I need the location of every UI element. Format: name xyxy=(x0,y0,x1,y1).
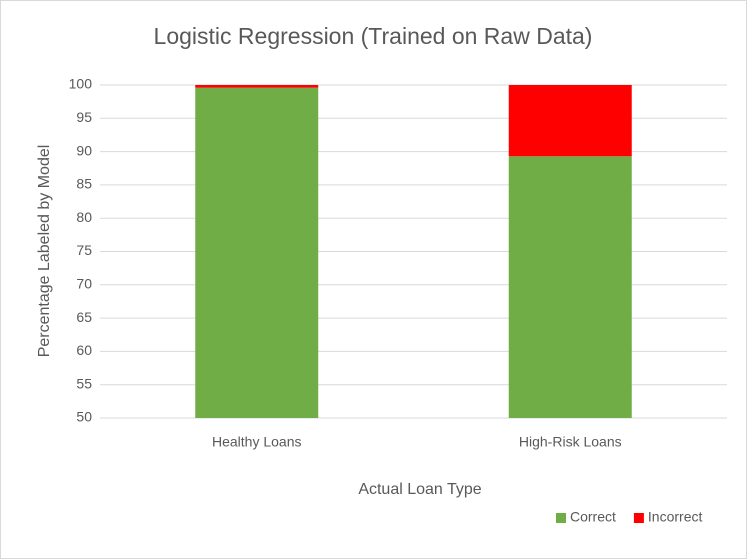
y-tick-label: 55 xyxy=(76,375,92,391)
bar-segment xyxy=(195,85,319,88)
chart-title: Logistic Regression (Trained on Raw Data… xyxy=(154,23,593,49)
bar-segment xyxy=(508,85,632,157)
y-tick-label: 65 xyxy=(76,309,92,325)
bar-segment xyxy=(195,87,319,418)
legend-label: Incorrect xyxy=(648,509,703,525)
bar-segment xyxy=(508,156,632,418)
legend-swatch xyxy=(556,513,566,523)
y-tick-label: 80 xyxy=(76,209,92,225)
y-tick-label: 75 xyxy=(76,242,92,258)
x-axis-title: Actual Loan Type xyxy=(358,481,481,498)
y-tick-label: 100 xyxy=(69,76,93,92)
y-tick-label: 60 xyxy=(76,342,92,358)
y-axis-title: Percentage Labeled by Model xyxy=(36,145,53,358)
y-tick-label: 95 xyxy=(76,109,92,125)
y-tick-label: 50 xyxy=(76,409,92,425)
legend-swatch xyxy=(633,513,644,523)
y-tick-label: 90 xyxy=(76,142,92,158)
x-tick-label: Healthy Loans xyxy=(212,434,302,450)
legend-label: Correct xyxy=(570,509,616,525)
x-tick-label: High-Risk Loans xyxy=(519,434,622,450)
y-tick-label: 70 xyxy=(76,276,92,292)
y-tick-label: 85 xyxy=(76,176,92,192)
